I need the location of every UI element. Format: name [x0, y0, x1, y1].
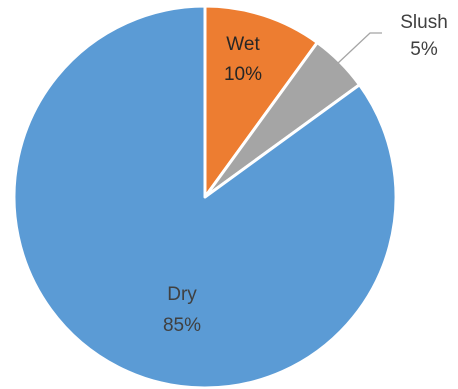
pie-slice-wet: [203, 4, 319, 199]
pie-slice-dry: [12, 4, 398, 389]
slice-label-dry: Dry 85%: [163, 284, 201, 336]
wet-category-label: Wet: [226, 34, 260, 55]
slice-label-slush: Slush 5%: [400, 12, 448, 60]
dry-category-label: Dry: [167, 284, 197, 305]
dry-value-label: 85%: [163, 315, 201, 336]
pie-slices: [12, 4, 398, 389]
slush-value-label: 5%: [410, 39, 438, 60]
slush-category-label: Slush: [400, 12, 448, 33]
slush-leader-line: [336, 32, 382, 65]
slice-label-wet: Wet 10%: [224, 34, 262, 85]
wet-value-label: 10%: [224, 64, 262, 85]
